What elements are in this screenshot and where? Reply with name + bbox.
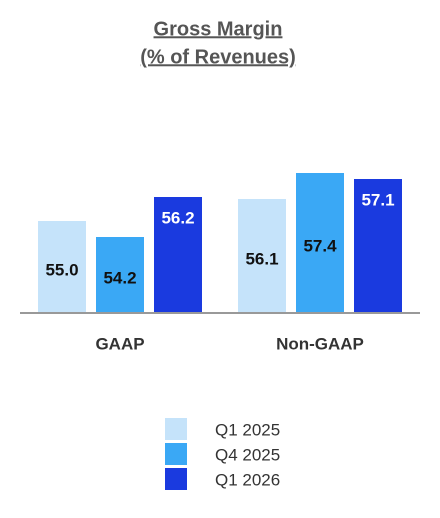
value-label: 57.4 (303, 236, 337, 255)
value-label: 56.1 (245, 249, 278, 268)
bar (154, 197, 202, 313)
bar (238, 199, 286, 313)
x-tick-label: GAAP (95, 334, 144, 353)
bar (38, 221, 86, 313)
value-label: 55.0 (45, 260, 78, 279)
legend-swatch (165, 443, 187, 465)
legend-swatch (165, 418, 187, 440)
value-label: 57.1 (361, 190, 394, 209)
value-label: 54.2 (103, 268, 136, 287)
legend-swatch (165, 468, 187, 490)
value-label: 56.2 (161, 208, 194, 227)
legend-label: Q4 2025 (215, 445, 280, 464)
bar (96, 237, 144, 313)
chart-subtitle: (% of Revenues) (140, 46, 296, 68)
chart-title: Gross Margin (154, 18, 283, 40)
legend-label: Q1 2025 (215, 420, 280, 439)
bar (354, 179, 402, 313)
legend-label: Q1 2026 (215, 470, 280, 489)
bar (296, 173, 344, 313)
x-tick-label: Non-GAAP (276, 334, 364, 353)
